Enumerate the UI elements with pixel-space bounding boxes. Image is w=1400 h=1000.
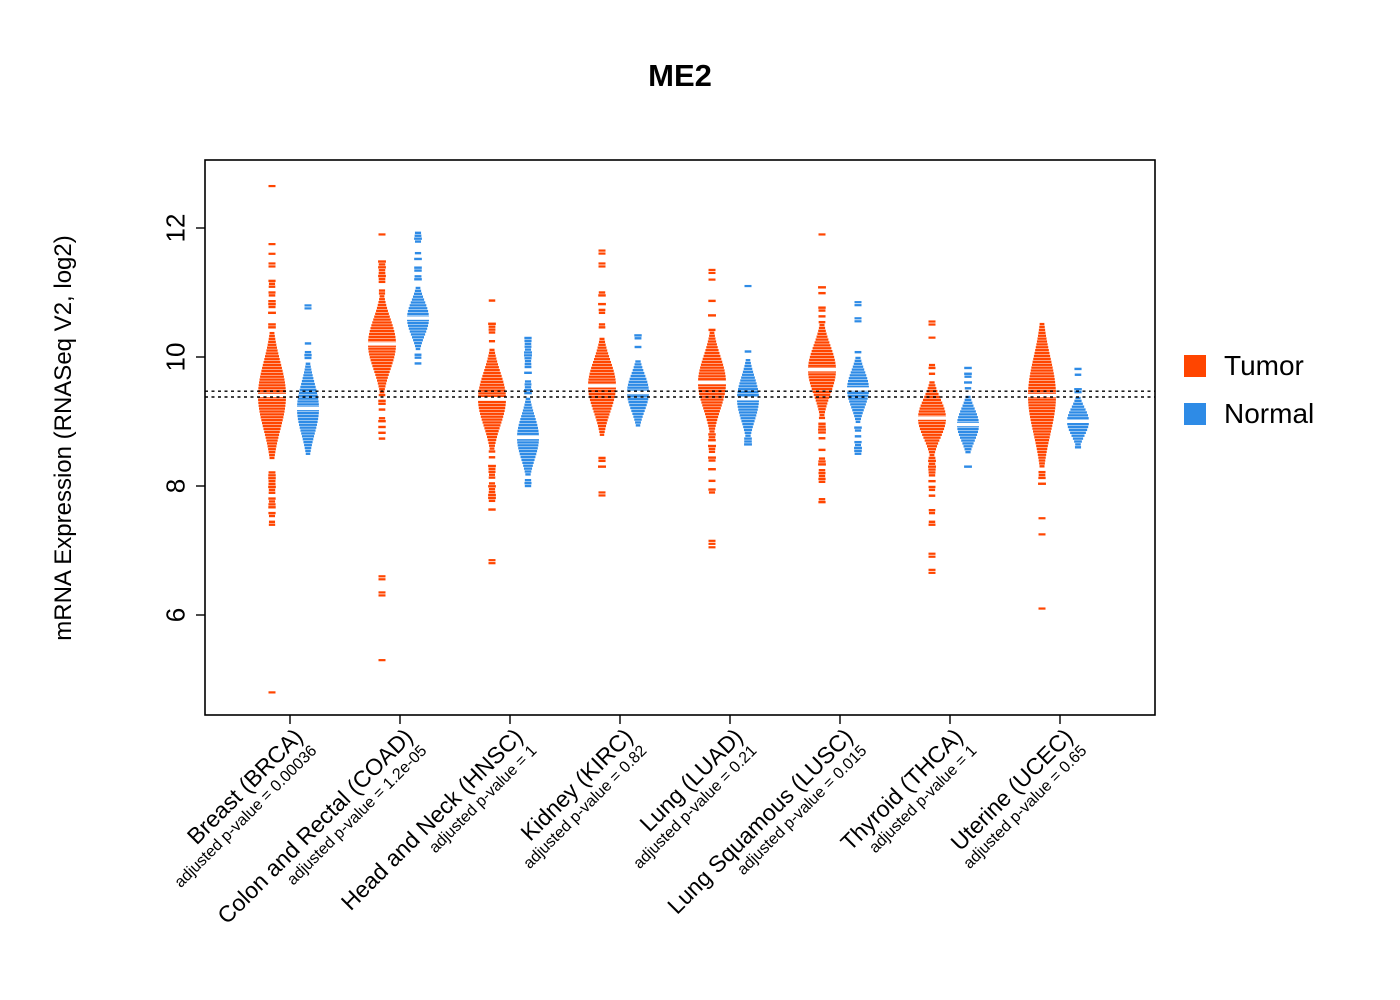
y-tick-12: 12 (160, 213, 191, 243)
legend: Tumor Normal (1184, 350, 1314, 446)
legend-item-tumor: Tumor (1184, 350, 1314, 382)
legend-label-normal: Normal (1224, 398, 1315, 429)
legend-item-normal: Normal (1184, 398, 1314, 430)
normal-swatch-icon (1184, 403, 1206, 425)
y-tick-6: 6 (160, 607, 191, 623)
tumor-swatch-icon (1184, 355, 1206, 377)
chart-title: ME2 (648, 58, 712, 93)
y-axis-label: mRNA Expression (RNASeq V2, log2) (50, 235, 77, 641)
y-tick-10: 10 (160, 342, 191, 372)
legend-label-tumor: Tumor (1224, 350, 1304, 381)
y-tick-8: 8 (160, 478, 191, 494)
